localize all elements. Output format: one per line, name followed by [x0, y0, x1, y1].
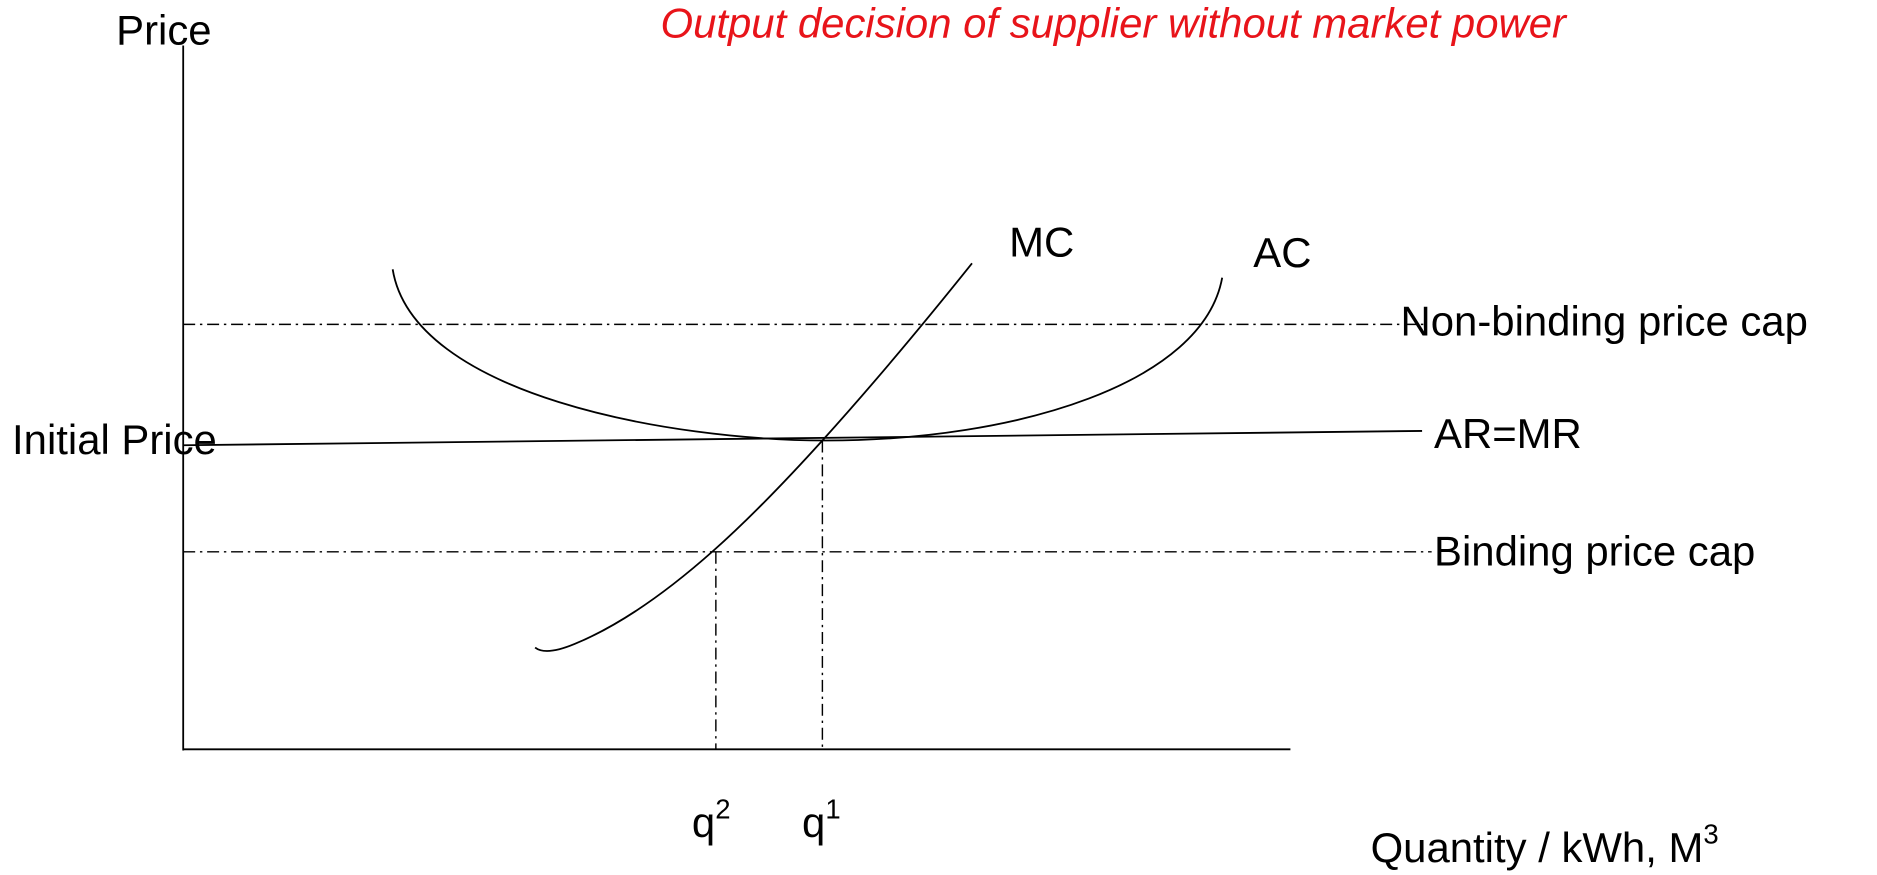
- mc-curve: [534, 262, 973, 652]
- x-axis-label: Quantity / kWh, M3: [1371, 819, 1719, 871]
- title: Output decision of supplier without mark…: [661, 0, 1568, 46]
- binding-label: Binding price cap: [1434, 527, 1755, 574]
- q1-text: q: [802, 799, 825, 846]
- q1-sup: 1: [825, 794, 840, 825]
- x-axis-label-sup: 3: [1703, 819, 1718, 850]
- q2-sup: 2: [715, 794, 730, 825]
- ar-mr-line: [183, 430, 1423, 447]
- ac-curve: [391, 269, 1224, 442]
- mc-label: MC: [1009, 218, 1074, 265]
- ac-label: AC: [1253, 229, 1311, 276]
- initial-price-label: Initial Price: [12, 416, 217, 463]
- ar-mr-label: AR=MR: [1434, 410, 1582, 457]
- q2-label: q2: [692, 794, 731, 846]
- q1-label: q1: [802, 794, 841, 846]
- y-axis-label: Price: [116, 7, 211, 54]
- q2-text: q: [692, 799, 715, 846]
- x-axis-label-text: Quantity / kWh, M: [1371, 824, 1704, 871]
- non-binding-label: Non-binding price cap: [1401, 297, 1808, 344]
